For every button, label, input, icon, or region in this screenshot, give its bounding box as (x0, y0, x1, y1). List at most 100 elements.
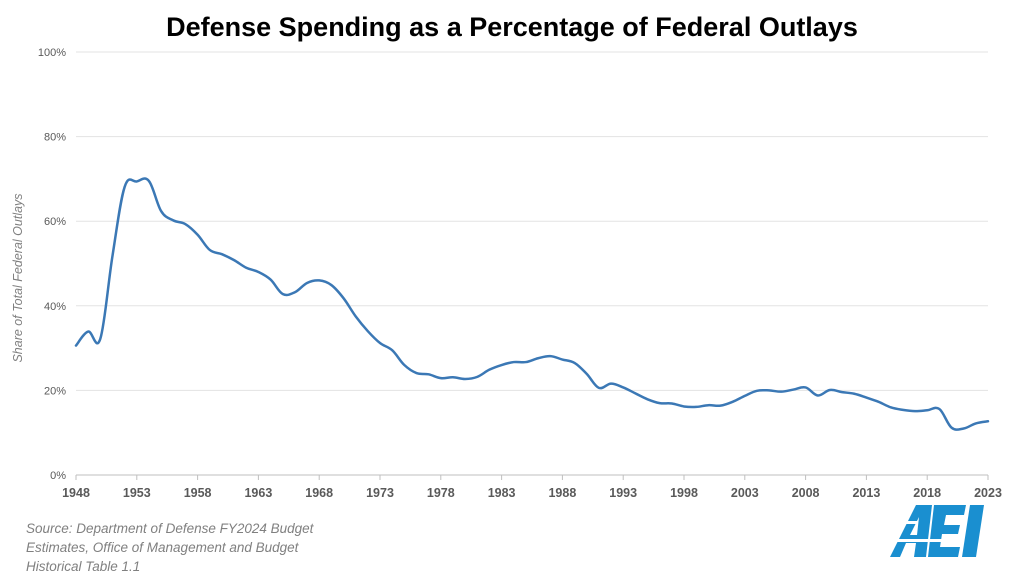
data-point (865, 396, 867, 398)
data-point (184, 223, 186, 225)
data-point (926, 409, 928, 411)
data-point (877, 401, 879, 403)
data-point (610, 382, 612, 384)
x-tick-label: 1988 (548, 486, 576, 500)
data-point (950, 426, 952, 428)
y-tick-label: 60% (44, 216, 66, 228)
data-point (330, 284, 332, 286)
source-line: Source: Department of Defense FY2024 Bud… (26, 521, 314, 536)
x-axis-ticks: 1948 1953 1958 1963 1968 1973 1978 1983 1988 1993… (62, 475, 1002, 500)
data-point (354, 315, 356, 317)
x-tick-label: 1953 (123, 486, 151, 500)
data-point (573, 362, 575, 364)
x-tick-label: 1998 (670, 486, 698, 500)
y-tick-label: 80% (44, 132, 66, 144)
data-point (148, 180, 150, 182)
y-tick-label: 20% (44, 385, 66, 397)
y-tick-label: 100% (38, 47, 66, 59)
data-point (306, 282, 308, 284)
data-point (792, 388, 794, 390)
data-point (233, 259, 235, 261)
data-point (671, 402, 673, 404)
data-point (890, 406, 892, 408)
data-point (160, 210, 162, 212)
data-point (500, 364, 502, 366)
data-point (586, 373, 588, 375)
data-point (525, 361, 527, 363)
data-point (513, 361, 515, 363)
data-point (318, 279, 320, 281)
data-point (683, 405, 685, 407)
x-tick-label: 2003 (731, 486, 759, 500)
data-point (257, 271, 259, 273)
x-tick-label: 1993 (609, 486, 637, 500)
data-point (914, 410, 916, 412)
data-point (427, 373, 429, 375)
data-point (780, 390, 782, 392)
data-point (342, 297, 344, 299)
data-point (488, 368, 490, 370)
x-tick-label: 2023 (974, 486, 1002, 500)
data-point (829, 389, 831, 391)
gridlines (76, 51, 988, 476)
data-point (123, 186, 125, 188)
x-tick-label: 1948 (62, 486, 90, 500)
data-point (136, 180, 138, 182)
data-point (987, 420, 989, 422)
data-point (817, 394, 819, 396)
data-point (476, 376, 478, 378)
data-point (87, 330, 89, 332)
source-line: Estimates, Office of Management and Budg… (26, 540, 299, 555)
x-tick-label: 1983 (488, 486, 516, 500)
data-point (975, 422, 977, 424)
data-point (403, 364, 405, 366)
data-point (719, 404, 721, 406)
x-tick-label: 2013 (852, 486, 880, 500)
data-point (221, 253, 223, 255)
data-point (452, 376, 454, 378)
data-point (598, 387, 600, 389)
data-point (707, 404, 709, 406)
data-point (756, 390, 758, 392)
source-note: Source: Department of Defense FY2024 Bud… (26, 519, 346, 576)
x-tick-label: 2018 (913, 486, 941, 500)
data-point (768, 389, 770, 391)
data-point (938, 408, 940, 410)
data-point (111, 255, 113, 257)
data-point (75, 344, 77, 346)
x-tick-label: 1958 (184, 486, 212, 500)
data-point (391, 349, 393, 351)
aei-logo (872, 499, 996, 568)
data-point (99, 338, 101, 340)
x-tick-label: 2008 (792, 486, 820, 500)
data-point (367, 330, 369, 332)
data-point (622, 386, 624, 388)
x-tick-label: 1963 (244, 486, 272, 500)
data-point (731, 401, 733, 403)
chart-title: Defense Spending as a Percentage of Fede… (166, 12, 858, 42)
data-point (172, 219, 174, 221)
x-tick-label: 1973 (366, 486, 394, 500)
data-point (658, 402, 660, 404)
source-line: Historical Table 1.1 (26, 559, 141, 574)
data-point (464, 378, 466, 380)
data-point (379, 342, 381, 344)
data-point (695, 406, 697, 408)
data-point (537, 357, 539, 359)
y-axis-ticks: 0% 20% 40% 60% 80% 100% (38, 47, 66, 482)
data-point (744, 395, 746, 397)
data-point (209, 249, 211, 251)
data-point (245, 267, 247, 269)
data-point (646, 398, 648, 400)
data-point (549, 355, 551, 357)
data-point (269, 278, 271, 280)
data-point (440, 377, 442, 379)
data-point (415, 372, 417, 374)
data-point (804, 386, 806, 388)
x-tick-label: 1978 (427, 486, 455, 500)
data-point (853, 393, 855, 395)
data-point (561, 358, 563, 360)
data-point (841, 391, 843, 393)
series-line (74, 177, 990, 431)
